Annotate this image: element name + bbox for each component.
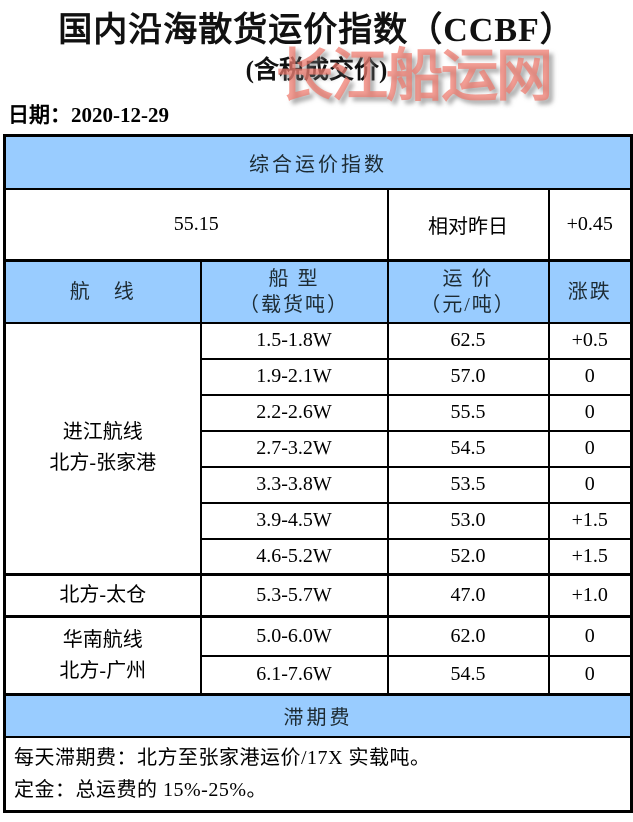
price-cell: 54.5 [386, 429, 550, 468]
shiptype-cell: 2.7-3.2W [199, 429, 389, 468]
route-line1: 进江航线 [62, 421, 143, 444]
shiptype-cell: 3.9-4.5W [199, 501, 389, 540]
col-header-route: 航 线 [3, 259, 202, 324]
table-row: 6.1-7.6W 54.5 0 [5, 654, 633, 696]
column-header-row: 航 线 船 型 （载货吨） 运 价 （元/吨） 涨跌 [3, 259, 633, 324]
col-header-shiptype: 船 型 （载货吨） [199, 259, 389, 324]
page-subtitle: (含税成交价) [245, 57, 388, 84]
change-cell: +1.5 [547, 537, 633, 576]
col-header-shiptype-line1: 船 型 [268, 267, 320, 290]
change-cell: +0.5 [547, 321, 633, 360]
vs-yesterday-label: 相对昨日 [386, 187, 550, 262]
route-line1: 华南航线 [62, 628, 143, 651]
demurrage-note-1: 每天滞期费：北方至张家港运价/17X 实载吨。 [14, 746, 431, 769]
table-row: 华南航线 北方-广州 5.0-6.0W 62.0 0 [3, 615, 633, 696]
table-row: 1.9-2.1W 57.0 0 [5, 357, 633, 396]
shiptype-cell: 1.5-1.8W [199, 321, 389, 360]
composite-header-row: 综合运价指数 [3, 134, 633, 190]
col-header-price-line2: （元/吨） [420, 293, 516, 316]
change-cell: 0 [547, 357, 633, 396]
price-cell: 53.5 [386, 465, 550, 504]
price-cell: 54.5 [386, 654, 550, 696]
shiptype-cell: 2.2-2.6W [199, 393, 389, 432]
table-row: 4.6-5.2W 52.0 +1.5 [5, 537, 633, 576]
shiptype-cell: 5.3-5.7W [199, 573, 389, 618]
route-line2: 北方-张家港 [49, 452, 157, 475]
price-cell: 47.0 [386, 573, 550, 618]
price-cell: 57.0 [386, 357, 550, 396]
table-row: 2.7-3.2W 54.5 0 [5, 429, 633, 468]
change-cell: +1.5 [547, 501, 633, 540]
route-cell: 北方-太仓 [3, 573, 202, 618]
change-cell: 0 [547, 654, 633, 696]
date-line: 日期：2020-12-29 [8, 99, 169, 129]
route-line2: 北方-广州 [59, 659, 147, 682]
route-cell: 华南航线 北方-广州 [3, 615, 202, 696]
price-cell: 62.0 [386, 615, 550, 657]
col-header-price: 运 价 （元/吨） [386, 259, 550, 324]
demurrage-header-cell: 滞期费 [3, 693, 633, 738]
table-row: 3.9-4.5W 53.0 +1.5 [5, 501, 633, 540]
shiptype-cell: 5.0-6.0W [199, 615, 389, 657]
col-header-change: 涨跌 [547, 259, 633, 324]
shiptype-cell: 3.3-3.8W [199, 465, 389, 504]
shiptype-cell: 6.1-7.6W [199, 654, 389, 696]
table-row: 北方-太仓 5.3-5.7W 47.0 +1.0 [3, 573, 633, 618]
col-header-price-line1: 运 价 [442, 267, 494, 290]
change-cell: 0 [547, 465, 633, 504]
composite-value-row: 55.15 相对昨日 +0.45 [3, 187, 633, 262]
price-cell: 55.5 [386, 393, 550, 432]
date-label: 日期： [8, 103, 71, 127]
route-cell: 进江航线 北方-张家港 [3, 321, 202, 576]
table-row: 2.2-2.6W 55.5 0 [5, 393, 633, 432]
composite-header-cell: 综合运价指数 [3, 134, 633, 190]
change-cell: 0 [547, 393, 633, 432]
change-cell: +1.0 [547, 573, 633, 618]
change-cell: 0 [547, 615, 633, 657]
table-row: 进江航线 北方-张家港 1.5-1.8W 62.5 +0.5 [3, 321, 633, 576]
date-value: 2020-12-29 [71, 103, 169, 127]
vs-yesterday-value: +0.45 [547, 187, 633, 262]
price-cell: 62.5 [386, 321, 550, 360]
col-header-shiptype-line2: （载货吨） [239, 293, 349, 316]
shiptype-cell: 4.6-5.2W [199, 537, 389, 576]
page-title: 国内沿海散货运价指数（CCBF） [58, 12, 575, 49]
price-cell: 53.0 [386, 501, 550, 540]
demurrage-header-row: 滞期费 [3, 693, 633, 738]
table-row: 3.3-3.8W 53.5 0 [5, 465, 633, 504]
composite-index-value: 55.15 [3, 187, 389, 262]
demurrage-notes-cell: 每天滞期费：北方至张家港运价/17X 实载吨。 定金：总运费的 15%-25%。 [3, 735, 633, 813]
price-cell: 52.0 [386, 537, 550, 576]
shiptype-cell: 1.9-2.1W [199, 357, 389, 396]
demurrage-note-2: 定金：总运费的 15%-25%。 [14, 778, 267, 801]
demurrage-notes-row: 每天滞期费：北方至张家港运价/17X 实载吨。 定金：总运费的 15%-25%。 [3, 735, 633, 813]
freight-table: 综合运价指数 55.15 相对昨日 +0.45 航 线 船 型 （载货吨） 运 … [3, 134, 633, 814]
change-cell: 0 [547, 429, 633, 468]
